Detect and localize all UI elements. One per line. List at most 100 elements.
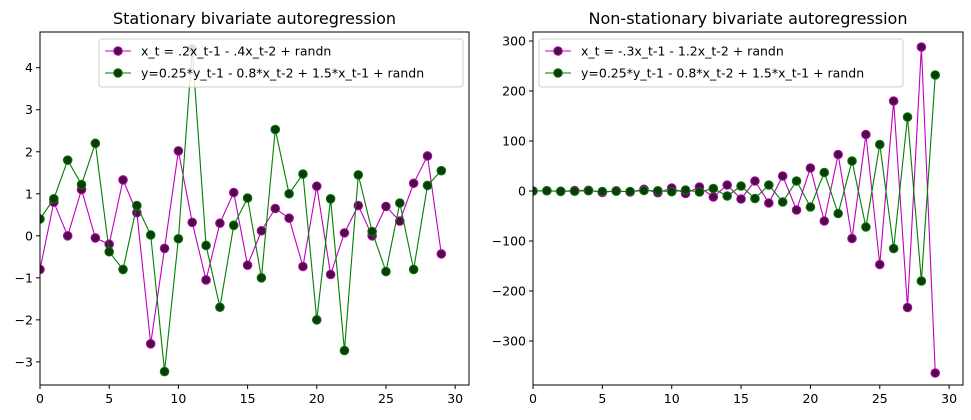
data-point (930, 368, 941, 378)
data-point (104, 246, 114, 257)
x-tick-label: 10 (664, 391, 680, 406)
data-point (62, 231, 73, 241)
data-point (597, 186, 608, 197)
data-point (639, 185, 649, 196)
data-point (777, 171, 788, 181)
data-point (201, 240, 211, 251)
data-point (353, 170, 364, 180)
data-point (708, 183, 719, 194)
y-tick-label: 4 (25, 60, 33, 75)
series-0 (533, 42, 941, 378)
data-point (298, 261, 308, 272)
data-point (242, 260, 253, 271)
y-tick-label: 0 (25, 228, 33, 243)
data-point (874, 259, 885, 270)
data-point (916, 42, 927, 52)
x-tick-label: 15 (240, 391, 256, 406)
data-point (611, 186, 622, 197)
data-point (62, 155, 73, 165)
y-tick-label: −100 (492, 234, 526, 249)
series-0 (40, 146, 447, 349)
data-point (819, 216, 830, 226)
data-point (791, 176, 802, 186)
data-point (325, 269, 336, 280)
data-point (242, 193, 253, 203)
data-point (298, 169, 308, 179)
data-point (805, 163, 816, 173)
x-tick-label: 20 (309, 391, 325, 406)
data-point (159, 243, 170, 254)
axes-frame (39, 31, 470, 386)
y-tick-label: 0 (518, 184, 526, 199)
data-point (187, 217, 198, 228)
data-point (750, 193, 760, 204)
data-point (694, 187, 705, 197)
data-point (722, 180, 732, 190)
data-point (791, 205, 802, 215)
legend-label: y=0.25*y_t-1 - 0.8*x_t-2 + 1.5*x_t-1 + r… (581, 66, 864, 81)
data-point (367, 226, 377, 237)
data-point (569, 186, 580, 197)
data-point (173, 233, 184, 244)
legend-marker (113, 46, 123, 56)
data-point (270, 124, 281, 135)
legend-box (98, 38, 464, 88)
y-tick-label: 2 (25, 144, 33, 159)
legend-marker (553, 68, 563, 78)
legend-label: y=0.25*y_t-1 - 0.8*x_t-2 + 1.5*x_t-1 + r… (141, 66, 424, 81)
data-point (736, 181, 746, 191)
data-point (159, 366, 170, 377)
data-point (408, 264, 419, 275)
y-tick-label: −2 (15, 312, 33, 327)
data-point (284, 188, 294, 199)
x-tick-label: 5 (105, 391, 113, 406)
data-point (833, 149, 843, 160)
data-point (145, 230, 156, 240)
data-point (408, 178, 419, 189)
legend-entry: x_t = .2x_t-1 - .4x_t-2 + randn (105, 44, 331, 59)
data-point (888, 243, 899, 254)
series-line (40, 48, 442, 372)
data-point (436, 249, 447, 259)
x-tick-label: 0 (36, 391, 44, 406)
legend-label: x_t = -.3x_t-1 - 1.2x_t-2 + randn (581, 44, 784, 59)
data-point (49, 194, 59, 204)
data-point (215, 218, 225, 229)
data-point (381, 201, 391, 212)
data-point (722, 191, 732, 201)
data-point (888, 96, 899, 106)
data-point (132, 200, 142, 211)
data-point (736, 194, 746, 204)
data-point (916, 276, 927, 286)
legend-entry: x_t = -.3x_t-1 - 1.2x_t-2 + randn (545, 44, 784, 59)
data-point (436, 165, 447, 176)
data-point (145, 339, 156, 349)
data-point (256, 273, 267, 283)
data-point (666, 186, 677, 197)
legend: x_t = -.3x_t-1 - 1.2x_t-2 + randn y=0.25*… (538, 38, 904, 88)
x-tick-label: 20 (802, 391, 818, 406)
data-point (284, 213, 294, 223)
x-tick-label: 0 (529, 391, 537, 406)
legend-marker (553, 46, 563, 56)
data-point (311, 315, 322, 325)
data-point (76, 179, 87, 190)
data-point (118, 175, 128, 185)
data-point (381, 266, 391, 277)
data-point (422, 180, 433, 191)
series-1 (40, 44, 447, 377)
y-tick-label: 3 (25, 102, 33, 117)
data-point (764, 180, 774, 190)
data-point (395, 198, 405, 208)
data-point (90, 233, 101, 243)
data-point (555, 186, 566, 197)
data-point (930, 70, 941, 80)
data-point (339, 345, 350, 356)
x-tick-label: 25 (872, 391, 888, 406)
x-tick-label: 10 (170, 391, 186, 406)
y-tick-label: 100 (502, 134, 526, 149)
data-point (847, 233, 857, 244)
data-point (542, 185, 552, 196)
data-point (173, 146, 184, 156)
x-tick-label: 25 (378, 391, 394, 406)
